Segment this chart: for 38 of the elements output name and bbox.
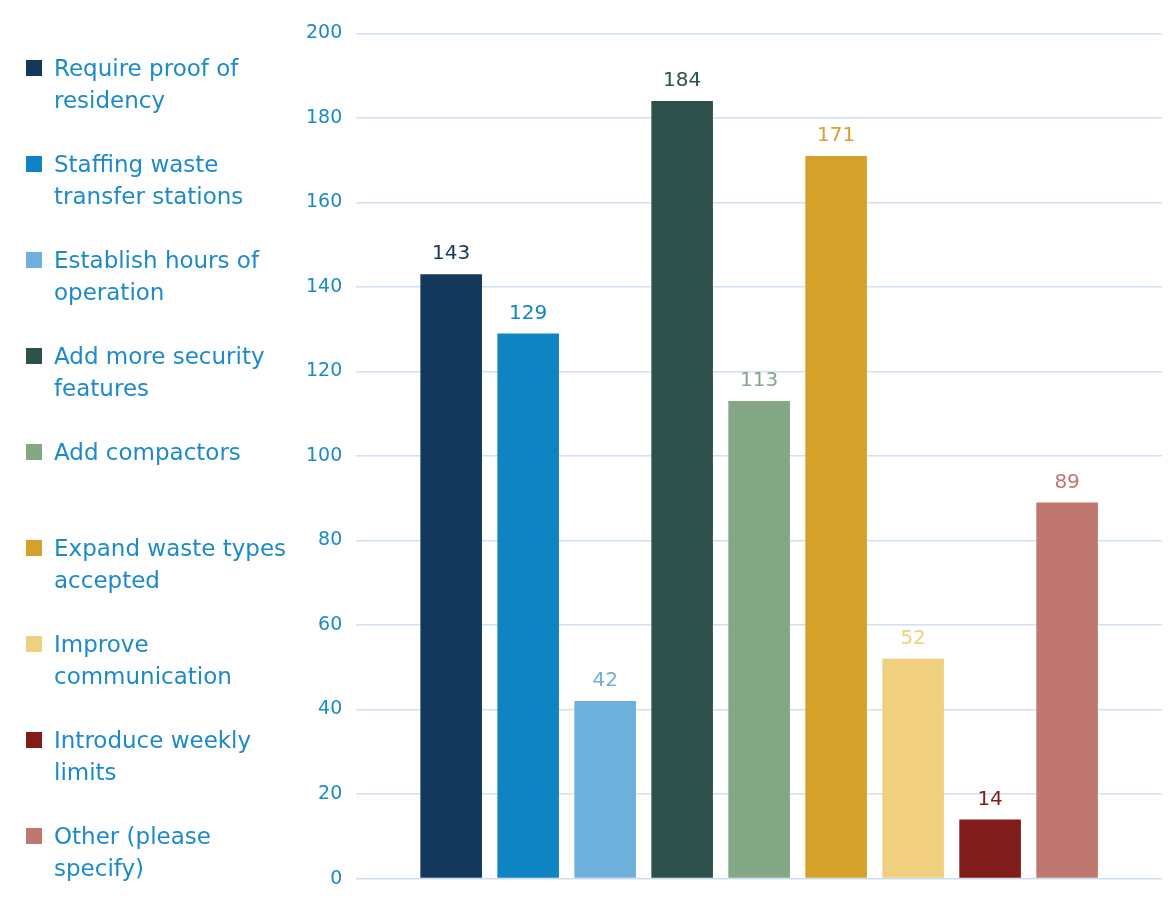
y-tick-label: 120	[306, 358, 343, 381]
legend-label: Add more security features	[54, 342, 266, 403]
data-label: 52	[900, 625, 926, 650]
data-label: 129	[509, 299, 548, 324]
y-tick-label: 160	[306, 189, 343, 212]
data-label: 113	[740, 367, 779, 392]
data-label: 184	[663, 67, 702, 92]
legend-label: Require proof of residency	[54, 54, 240, 115]
y-tick-label: 180	[306, 104, 343, 127]
bar	[805, 155, 867, 878]
legend-label: Staffing waste transfer stations	[54, 150, 245, 211]
bar	[651, 101, 713, 878]
legend-label: Introduce weekly limits	[54, 726, 253, 787]
bar	[882, 658, 944, 878]
data-label: 171	[817, 122, 856, 147]
bar	[959, 819, 1021, 878]
data-label: 42	[592, 667, 618, 692]
y-tick-label: 100	[306, 442, 343, 465]
bar	[497, 333, 559, 878]
y-tick-label: 140	[306, 273, 343, 296]
bar	[420, 274, 482, 878]
legend-label: Improve communication	[54, 630, 233, 691]
bar	[1036, 502, 1098, 878]
y-tick-label: 40	[318, 696, 343, 719]
legend-label: Establish hours of operation	[54, 246, 261, 307]
y-tick-label: 20	[318, 781, 343, 804]
y-tick-label: 60	[318, 611, 343, 634]
y-tick-label: 200	[306, 20, 343, 43]
y-tick-label: 0	[330, 865, 343, 888]
legend-label: Add compactors	[54, 438, 241, 467]
data-label: 89	[1054, 468, 1080, 493]
legend-label: Expand waste types accepted	[54, 534, 288, 595]
data-label: 143	[432, 240, 471, 265]
y-tick-label: 80	[318, 527, 343, 550]
bar	[728, 401, 790, 878]
legend-label: Other (please specify)	[54, 822, 212, 883]
data-label: 14	[977, 785, 1003, 810]
bar	[574, 701, 636, 878]
